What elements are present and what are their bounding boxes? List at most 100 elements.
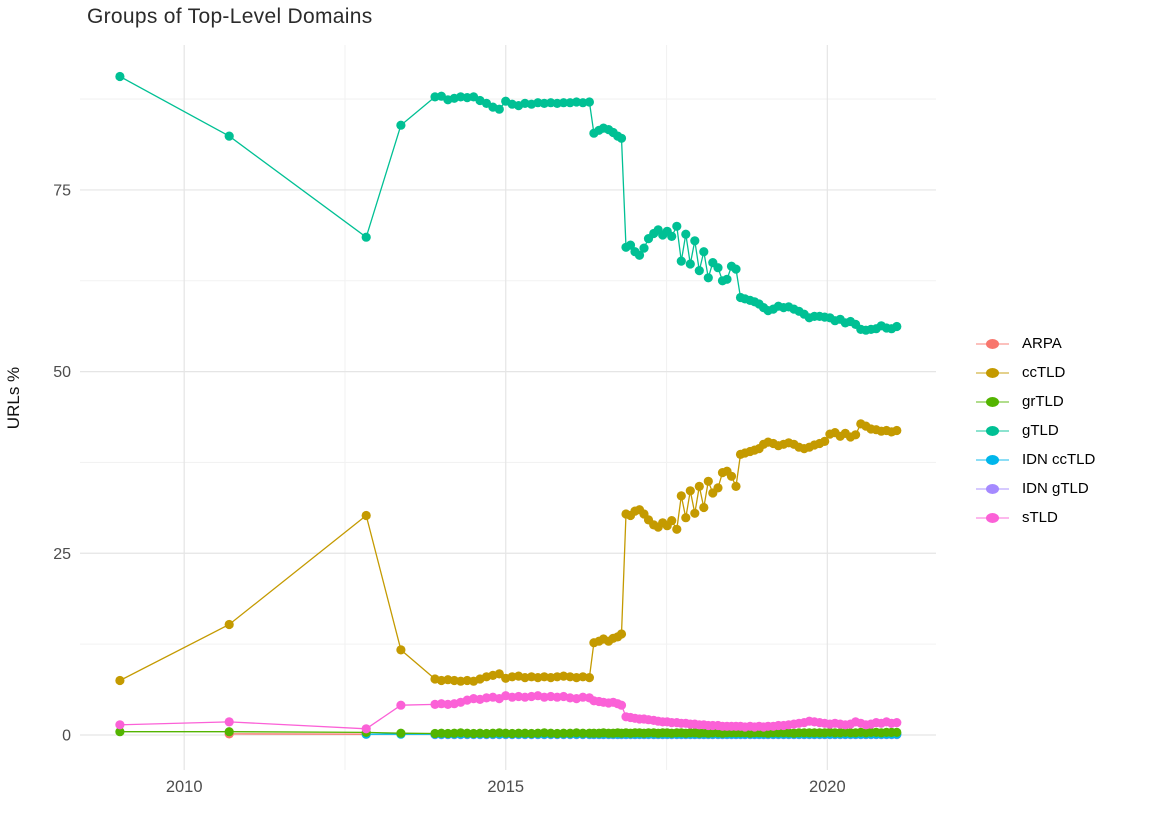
data-point	[396, 728, 406, 738]
data-point	[694, 481, 704, 491]
series-gtld	[115, 71, 902, 335]
data-point	[224, 727, 234, 737]
data-point	[694, 266, 704, 276]
data-point	[115, 720, 125, 730]
y-axis-title: URLs %	[4, 366, 23, 430]
legend-label: IDN ccTLD	[1022, 451, 1096, 468]
data-point	[722, 274, 732, 284]
y-tick-label: 25	[53, 546, 71, 563]
data-point	[224, 717, 234, 727]
data-point	[892, 425, 902, 436]
data-point	[584, 97, 595, 107]
data-point	[690, 236, 700, 246]
data-point	[475, 728, 485, 738]
data-point	[690, 508, 700, 518]
data-point	[731, 481, 741, 491]
data-point	[559, 98, 569, 108]
data-point	[396, 700, 406, 710]
data-point	[685, 259, 695, 269]
legend: ARPA ccTLD grTLD gTLD IDN ccTLD IDN gTLD…	[976, 329, 1095, 532]
legend-item-idn-gtld: IDN gTLD	[976, 474, 1095, 503]
data-point	[115, 727, 125, 737]
data-point	[672, 221, 682, 231]
legend-key-icon	[976, 424, 1009, 438]
data-point	[681, 513, 691, 523]
legend-key-icon	[976, 453, 1009, 467]
data-point	[634, 250, 645, 260]
legend-item-stld: sTLD	[976, 503, 1095, 532]
data-point	[514, 728, 524, 738]
data-point	[616, 700, 627, 710]
data-point	[676, 256, 686, 266]
data-point	[559, 728, 569, 738]
series-cctld	[115, 419, 902, 686]
data-point	[699, 247, 709, 257]
x-tick-label: 2015	[487, 778, 524, 796]
data-point	[361, 232, 371, 242]
data-point	[115, 675, 125, 686]
data-point	[520, 728, 530, 738]
data-point	[713, 483, 723, 493]
data-point	[224, 131, 234, 141]
data-point	[699, 502, 709, 513]
data-point	[703, 476, 713, 486]
data-point	[501, 728, 511, 738]
data-point	[578, 728, 588, 738]
data-point	[851, 430, 861, 440]
data-point	[667, 231, 677, 241]
legend-key-icon	[976, 395, 1009, 409]
data-point	[361, 510, 371, 521]
data-point	[685, 486, 695, 496]
legend-item-grtld: grTLD	[976, 387, 1095, 416]
data-point	[639, 243, 649, 253]
data-point	[731, 264, 741, 274]
y-tick-label: 0	[62, 727, 71, 744]
data-point	[726, 471, 737, 481]
legend-label: gTLD	[1022, 422, 1059, 439]
data-point	[494, 104, 504, 114]
data-point	[616, 133, 627, 143]
data-point	[396, 645, 406, 655]
series-grtld	[115, 727, 902, 739]
legend-item-cctld: ccTLD	[976, 358, 1095, 387]
data-point	[456, 728, 466, 738]
data-point	[892, 727, 902, 738]
series-stld	[115, 691, 902, 734]
data-point	[681, 229, 691, 239]
data-point	[436, 728, 446, 738]
data-point	[713, 263, 723, 273]
chart-title: Groups of Top-Level Domains	[87, 5, 373, 28]
legend-item-arpa: ARPA	[976, 329, 1095, 358]
legend-label: IDN gTLD	[1022, 480, 1089, 497]
legend-label: ccTLD	[1022, 364, 1066, 381]
data-point	[539, 728, 549, 738]
series-line	[119, 75, 898, 331]
data-point	[667, 516, 677, 526]
legend-key-icon	[976, 337, 1009, 351]
data-point	[820, 436, 830, 446]
series-arpa	[224, 729, 371, 739]
x-tick-label: 2020	[809, 778, 846, 796]
data-point	[224, 619, 234, 630]
data-point	[494, 669, 504, 679]
data-point	[676, 491, 686, 501]
legend-key-icon	[976, 366, 1009, 380]
data-point	[115, 71, 125, 82]
legend-label: ARPA	[1022, 335, 1062, 352]
data-point	[616, 629, 627, 639]
data-point	[892, 321, 902, 332]
data-point	[361, 724, 371, 734]
data-point	[703, 273, 713, 283]
x-tick-label: 2010	[166, 778, 203, 796]
legend-item-gtld: gTLD	[976, 416, 1095, 445]
y-tick-label: 75	[53, 182, 71, 199]
data-point	[625, 240, 636, 250]
legend-label: sTLD	[1022, 509, 1058, 526]
data-point	[672, 524, 682, 534]
y-tick-label: 50	[53, 364, 71, 381]
data-point	[892, 718, 902, 728]
legend-item-idn-cctld: IDN ccTLD	[976, 445, 1095, 474]
legend-label: grTLD	[1022, 393, 1064, 410]
